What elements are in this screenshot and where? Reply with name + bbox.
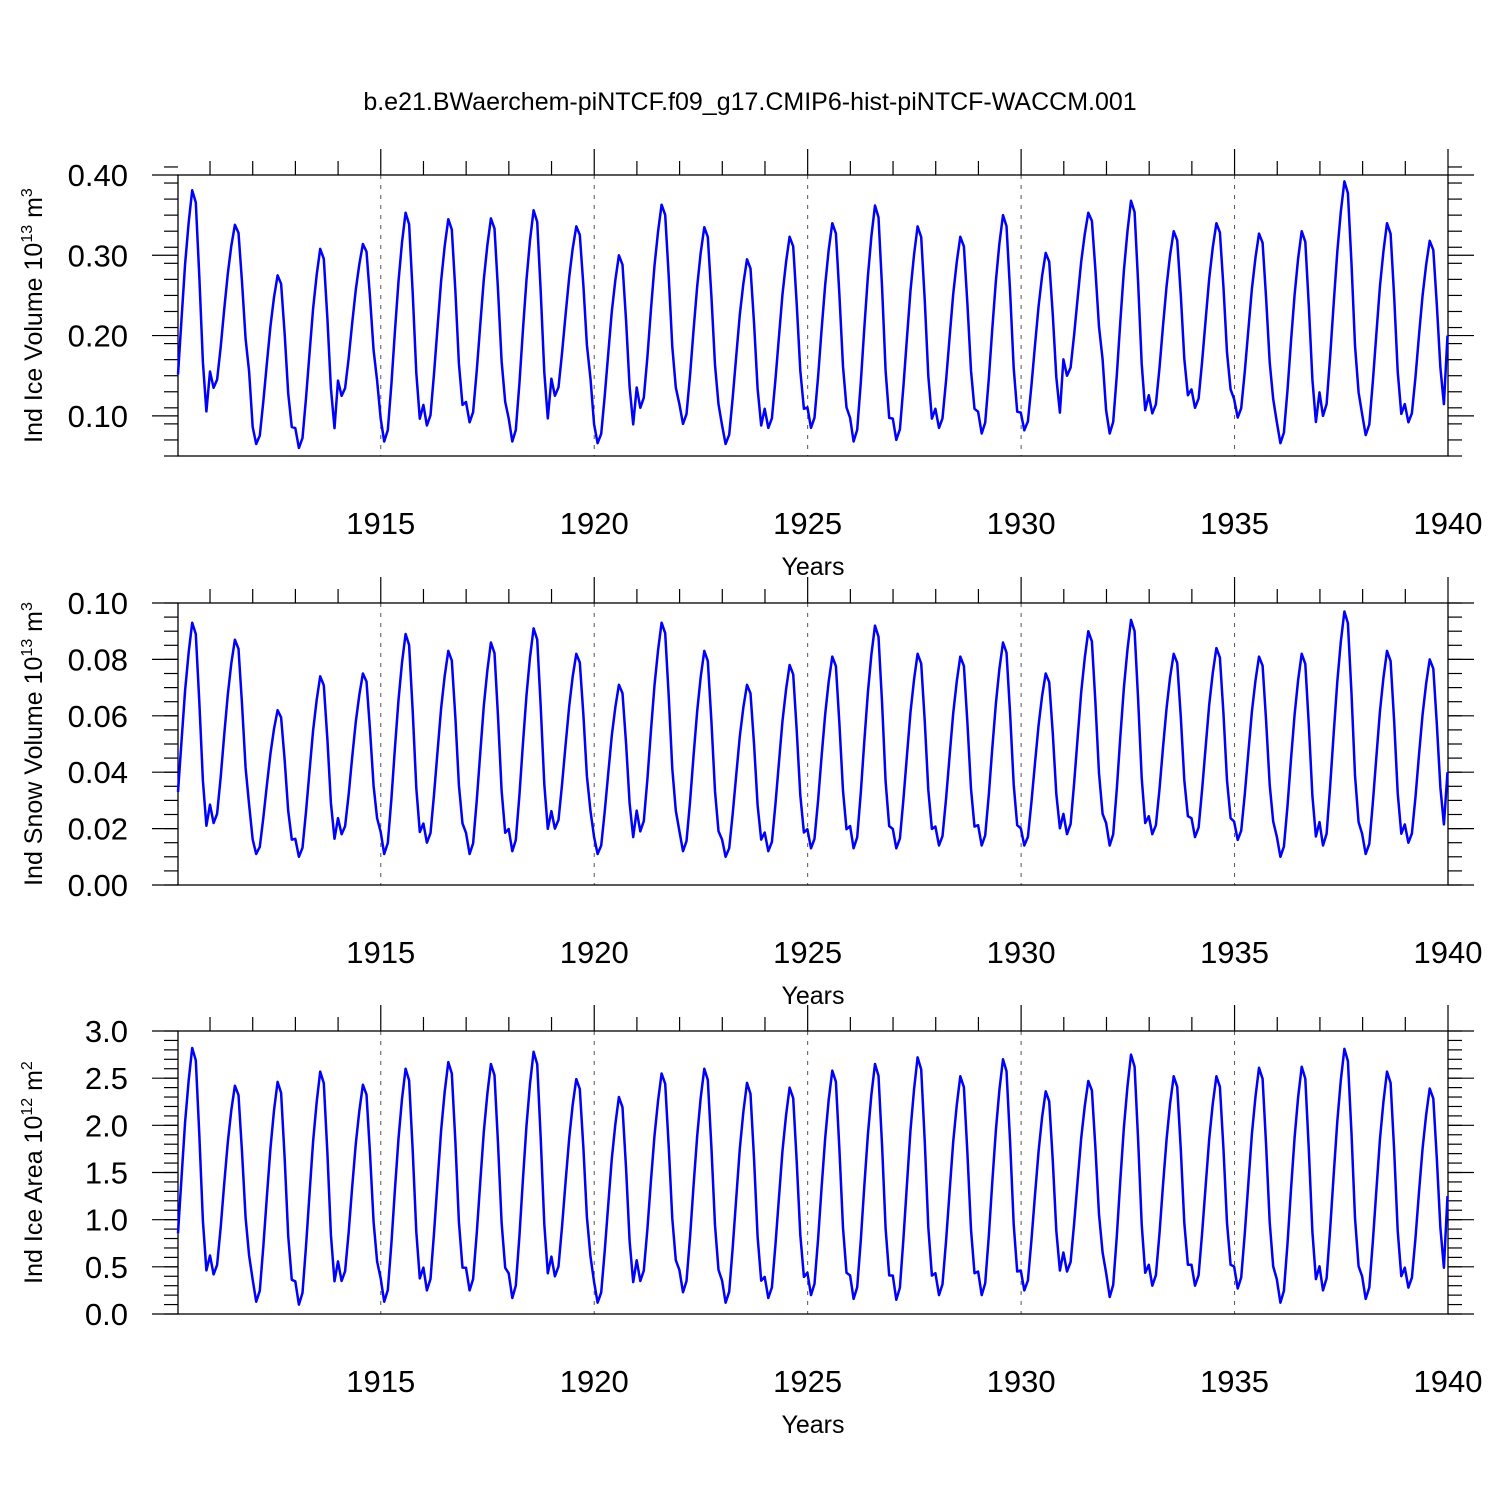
y-tick-label: 0.10: [68, 586, 128, 621]
y-tick-label: 0.02: [68, 812, 128, 847]
x-tick-label: 1915: [346, 935, 415, 970]
x-tick-label: 1940: [1414, 1364, 1483, 1399]
x-tick-label: 1930: [987, 1364, 1056, 1399]
series-line: [176, 610, 1449, 859]
y-tick-label: 0.5: [85, 1250, 128, 1285]
y-axis-title-text: m: [20, 1070, 48, 1098]
y-tick-label: 0.0: [85, 1297, 128, 1332]
x-tick-label: 1915: [346, 1364, 415, 1399]
x-tick-label: 1935: [1200, 935, 1269, 970]
y-tick-label: 0.04: [68, 755, 128, 790]
series-line: [176, 180, 1449, 450]
y-axis-title: Ind Snow Volume 1013 m3: [19, 602, 48, 886]
y-axis-title-text: m: [20, 197, 48, 225]
snow-volume-panel: 0.00 0.02 0.04 0.06 0.08 0.10 1915 1920 1925 1930…: [19, 577, 1482, 1010]
x-tick-label: 1915: [346, 506, 415, 541]
y-axis-title-superscript: 13: [19, 639, 36, 657]
y-axis-title: Ind Ice Area 1012 m2: [19, 1061, 48, 1284]
x-tick-label: 1920: [560, 1364, 629, 1399]
ice-volume-panel: 0.10 0.20 0.30 0.40 1915 1920 1925 1930 1935 1940…: [19, 149, 1482, 581]
y-tick-label: 2.5: [85, 1061, 128, 1096]
y-tick-label: 0.06: [68, 699, 128, 734]
y-axis-title-superscript: 13: [19, 225, 36, 243]
x-axis-title: Years: [781, 1411, 844, 1439]
y-tick-label: 0.30: [68, 238, 128, 273]
x-axis-title: Years: [781, 553, 844, 581]
y-tick-label: 0.08: [68, 642, 128, 677]
plot-frame: [177, 174, 1449, 457]
y-axis-title-text: Ind Ice Area 10: [20, 1116, 48, 1284]
y-tick-label: 0.00: [68, 868, 128, 903]
y-axis-title-superscript: 3: [19, 188, 36, 197]
y-tick-label: 3.0: [85, 1014, 128, 1049]
y-axis-title-text: m: [20, 611, 48, 639]
x-tick-label: 1935: [1200, 1364, 1269, 1399]
x-tick-label: 1935: [1200, 506, 1269, 541]
y-axis-title-text: Ind Ice Volume 10: [20, 243, 48, 443]
y-axis-title-superscript: 12: [19, 1098, 36, 1116]
y-tick-label: 1.5: [85, 1156, 128, 1191]
x-tick-label: 1925: [773, 506, 842, 541]
y-axis-title-superscript: 2: [19, 1061, 36, 1070]
y-axis-title-superscript: 3: [19, 602, 36, 611]
x-axis-title: Years: [781, 982, 844, 1010]
chart-title: b.e21.BWaerchem-piNTCF.f09_g17.CMIP6-his…: [363, 88, 1136, 116]
x-tick-label: 1930: [987, 506, 1056, 541]
x-tick-label: 1920: [560, 506, 629, 541]
series-line: [176, 1046, 1449, 1306]
x-tick-label: 1940: [1414, 935, 1483, 970]
y-tick-label: 0.10: [68, 399, 128, 434]
x-tick-label: 1925: [773, 1364, 842, 1399]
y-tick-label: 0.40: [68, 158, 128, 193]
y-axis-title-text: Ind Snow Volume 10: [20, 657, 48, 886]
x-tick-label: 1925: [773, 935, 842, 970]
x-tick-label: 1940: [1414, 506, 1483, 541]
x-tick-label: 1920: [560, 935, 629, 970]
ice-area-panel: 0.0 0.5 1.0 1.5 2.0 2.5 3.0 1915 1920 1925 1930 193…: [19, 1005, 1482, 1439]
y-tick-label: 0.20: [68, 319, 128, 354]
y-tick-label: 2.0: [85, 1108, 128, 1143]
x-tick-label: 1930: [987, 935, 1056, 970]
y-axis-title: Ind Ice Volume 1013 m3: [19, 188, 48, 443]
y-tick-label: 1.0: [85, 1203, 128, 1238]
